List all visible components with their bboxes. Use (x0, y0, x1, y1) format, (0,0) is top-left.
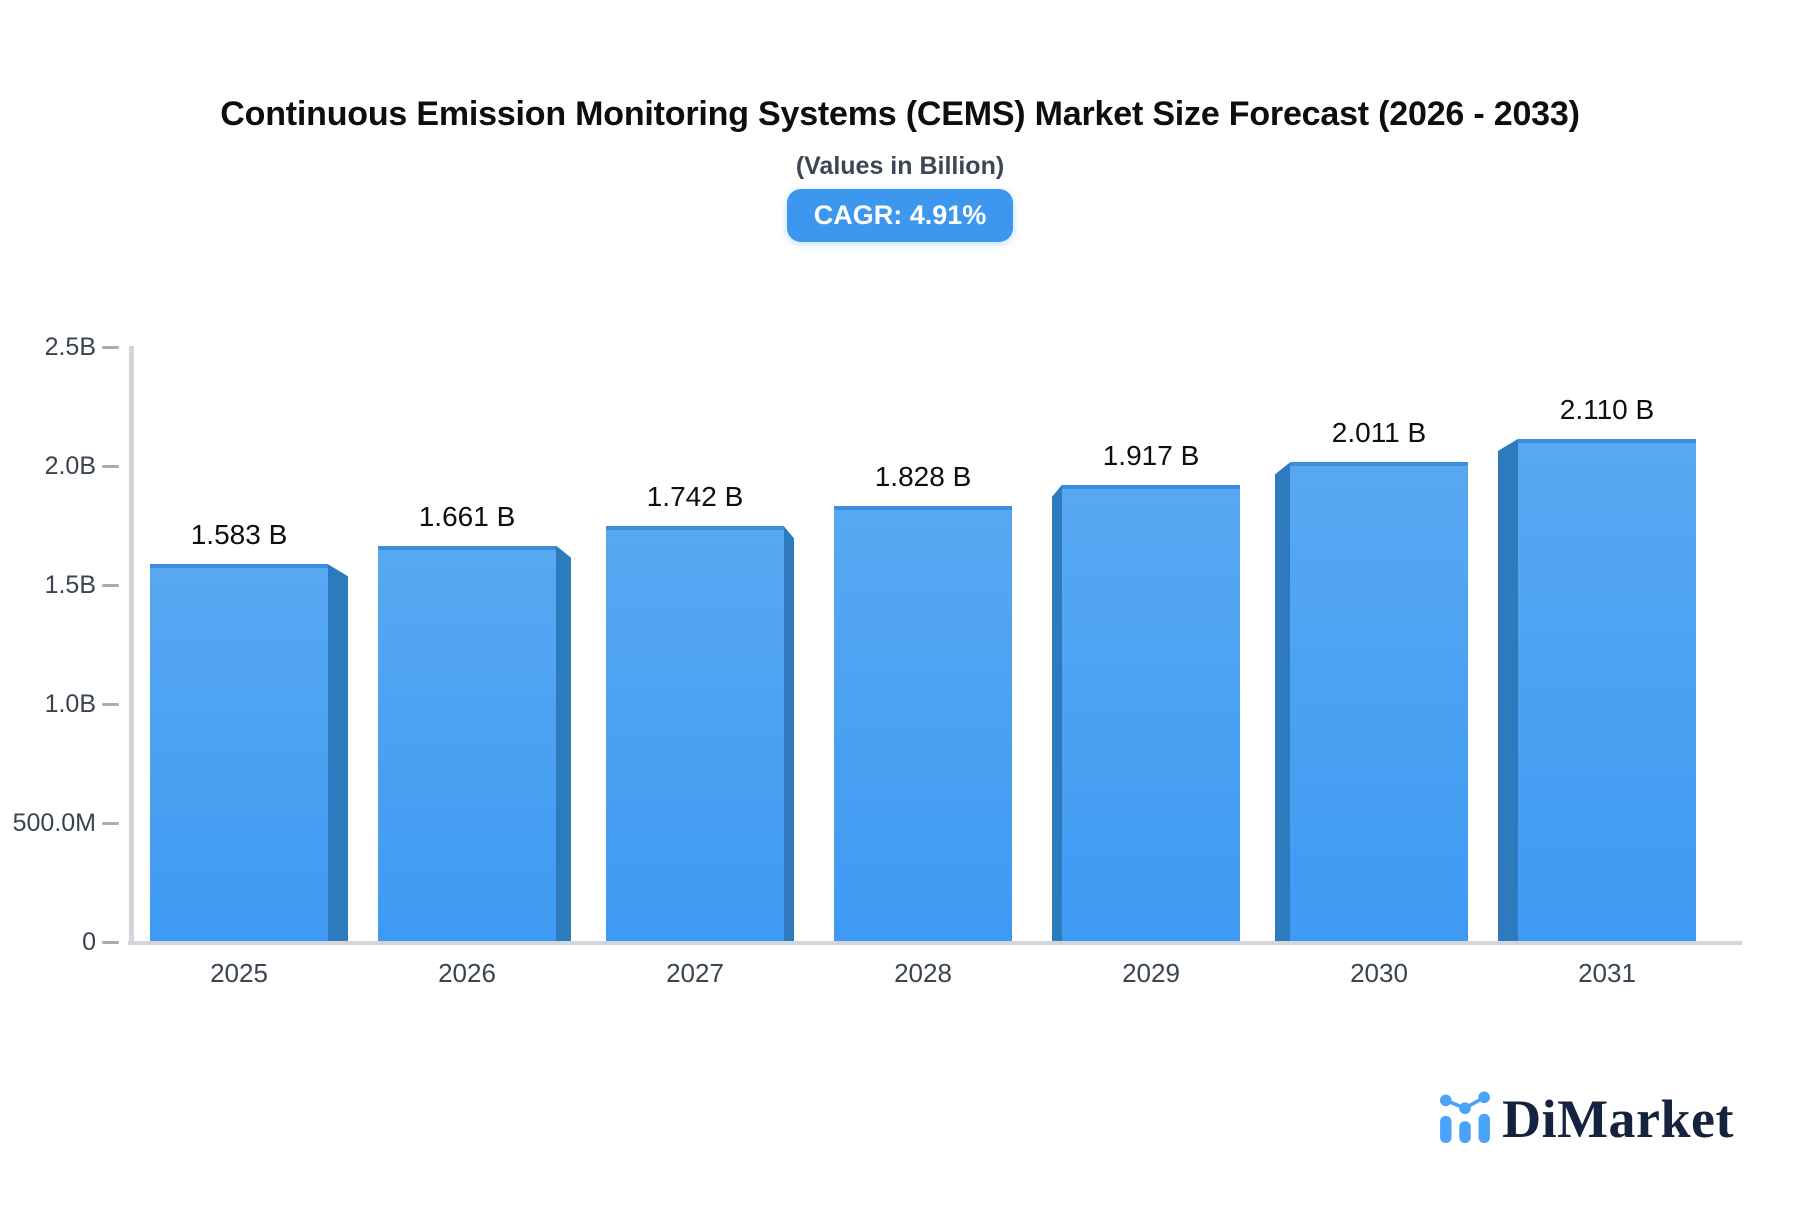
bar-value-label: 2.011 B (1331, 417, 1427, 449)
y-axis-line (129, 346, 134, 943)
x-axis-line (128, 941, 1742, 945)
y-axis-label: 0 (82, 928, 96, 956)
bar-value-label: 1.742 B (646, 481, 744, 513)
x-axis-label: 2031 (1578, 958, 1636, 988)
brand-logo: DiMarket (1440, 1089, 1734, 1149)
y-axis-tick (102, 822, 119, 825)
bar-side-panel (1052, 484, 1062, 941)
y-axis-label: 1.5B (44, 571, 96, 599)
x-axis-label: 2028 (894, 958, 952, 988)
bar-face (1518, 438, 1696, 941)
bar-face (606, 526, 784, 941)
bar-side-panel (556, 545, 571, 941)
cagr-badge: CAGR: 4.91% (786, 189, 1014, 242)
bar-value-label: 2.110 B (1559, 393, 1655, 425)
bar-face (1062, 484, 1240, 941)
y-axis-tick (102, 703, 119, 706)
bar-side-panel (328, 564, 348, 941)
y-axis-tick (102, 584, 119, 587)
y-axis-label: 1.0B (44, 690, 96, 718)
bar-chart-logo-icon (1440, 1091, 1491, 1143)
bar-value-label: 1.661 B (418, 500, 516, 532)
bar-value-label: 1.917 B (1102, 439, 1200, 471)
chart-header: Continuous Emission Monitoring Systems (… (0, 0, 1800, 242)
bar-value-label: 1.583 B (190, 519, 288, 551)
y-axis-label: 2.0B (44, 452, 96, 480)
y-axis-tick (102, 346, 119, 349)
y-axis-tick (102, 465, 119, 468)
x-axis-label: 2027 (666, 958, 724, 988)
x-axis-label: 2029 (1122, 958, 1180, 988)
bar-face (834, 505, 1012, 941)
x-axis-label: 2030 (1350, 958, 1408, 988)
bar-value-label: 1.828 B (874, 460, 972, 492)
y-axis-tick (102, 941, 119, 944)
bar-face (378, 545, 556, 941)
brand-name: DiMarket (1502, 1089, 1734, 1149)
x-axis-label: 2025 (210, 958, 268, 988)
bar-side-panel (784, 526, 794, 941)
y-axis-label: 500.0M (12, 809, 96, 837)
bar-face (150, 564, 328, 941)
x-axis-label: 2026 (438, 958, 496, 988)
y-axis-label: 2.5B (44, 333, 96, 361)
bar-side-panel (1275, 462, 1290, 941)
chart-title: Continuous Emission Monitoring Systems (… (220, 95, 1580, 133)
bar-face (1290, 462, 1468, 941)
chart-subtitle: (Values in Billion) (795, 152, 1005, 180)
bar-side-panel (1498, 438, 1518, 941)
